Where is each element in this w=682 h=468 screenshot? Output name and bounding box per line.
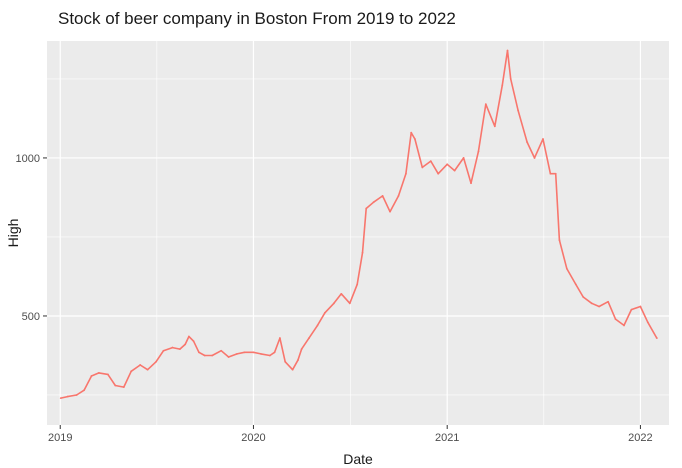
data-point xyxy=(429,160,432,162)
data-point xyxy=(259,352,262,355)
data-point xyxy=(297,359,299,362)
y-axis-title: High xyxy=(5,219,21,248)
x-tick-label: 2019 xyxy=(48,432,72,444)
data-point xyxy=(184,343,187,346)
data-point xyxy=(574,283,577,286)
data-point xyxy=(66,395,69,398)
data-point xyxy=(130,370,133,373)
data-point xyxy=(549,172,552,175)
data-point xyxy=(198,351,200,354)
data-point xyxy=(106,373,109,376)
data-point xyxy=(614,318,617,321)
data-point xyxy=(565,267,568,270)
data-point xyxy=(348,302,351,305)
data-point xyxy=(446,163,449,166)
data-point xyxy=(361,251,364,254)
data-point xyxy=(178,348,181,351)
data-point xyxy=(340,292,343,295)
data-point xyxy=(437,172,440,175)
data-point xyxy=(554,172,557,175)
data-point xyxy=(59,397,62,400)
data-point xyxy=(324,311,326,314)
x-tick-label: 2021 xyxy=(435,432,459,444)
x-axis-title: Date xyxy=(343,451,373,467)
x-tick-label: 2022 xyxy=(628,432,652,444)
data-point xyxy=(162,349,165,352)
data-point xyxy=(655,337,658,339)
y-tick-label: 500 xyxy=(22,311,40,323)
data-point xyxy=(227,356,230,358)
data-point xyxy=(75,394,78,396)
data-point xyxy=(192,340,195,343)
data-point xyxy=(509,78,512,80)
data-point xyxy=(155,360,157,363)
data-point xyxy=(365,207,368,210)
data-point xyxy=(405,172,407,175)
major-gridlines xyxy=(47,41,669,425)
data-point xyxy=(470,182,472,185)
y-axis-ticks: 500 1000 xyxy=(16,153,47,323)
data-point xyxy=(542,138,544,140)
data-point xyxy=(533,157,536,159)
data-point xyxy=(462,157,465,159)
data-point xyxy=(590,302,593,305)
data-point xyxy=(639,305,642,308)
data-point xyxy=(410,131,413,134)
data-point xyxy=(389,210,391,213)
data-point xyxy=(517,109,520,112)
data-point xyxy=(558,239,561,242)
data-point xyxy=(582,296,585,298)
data-point xyxy=(252,351,255,354)
data-point xyxy=(268,354,271,357)
data-point xyxy=(291,368,294,371)
minor-gridlines xyxy=(47,41,669,425)
data-point xyxy=(356,283,359,286)
data-point xyxy=(526,141,529,144)
data-point xyxy=(623,324,625,327)
data-point xyxy=(308,337,310,339)
data-point xyxy=(372,201,375,204)
data-point xyxy=(421,166,424,169)
data-point xyxy=(171,346,174,349)
data-point xyxy=(506,49,509,52)
data-point xyxy=(397,194,400,197)
data-point xyxy=(97,371,100,374)
data-point xyxy=(493,125,496,128)
data-point xyxy=(316,324,319,327)
data-point xyxy=(414,138,416,140)
data-point xyxy=(646,321,649,324)
x-tick-label: 2020 xyxy=(241,432,265,444)
data-point xyxy=(243,351,246,354)
data-point xyxy=(484,103,487,106)
data-point xyxy=(211,354,214,357)
data-point xyxy=(187,335,190,338)
data-point xyxy=(139,364,142,366)
data-point xyxy=(83,389,85,392)
data-point xyxy=(90,375,93,377)
plot-panel xyxy=(47,41,669,425)
data-point xyxy=(598,305,601,308)
data-point xyxy=(273,351,276,354)
data-point xyxy=(146,368,149,371)
data-point xyxy=(203,354,206,357)
data-point xyxy=(453,169,456,172)
data-point xyxy=(501,84,504,87)
data-point xyxy=(333,302,335,305)
data-point xyxy=(300,348,303,351)
series-layer xyxy=(59,49,658,400)
data-point xyxy=(220,349,223,352)
data-point xyxy=(279,337,281,339)
chart-title: Stock of beer company in Boston From 201… xyxy=(58,9,456,28)
data-point xyxy=(284,360,287,363)
data-point xyxy=(114,384,117,387)
y-tick-label: 1000 xyxy=(16,153,40,165)
data-point xyxy=(630,308,633,311)
data-point xyxy=(236,352,238,355)
x-axis-ticks: 2019 2020 2021 2022 xyxy=(48,425,653,444)
data-point xyxy=(381,194,384,197)
data-point xyxy=(607,300,610,303)
data-point xyxy=(477,150,480,153)
data-point xyxy=(122,386,125,388)
